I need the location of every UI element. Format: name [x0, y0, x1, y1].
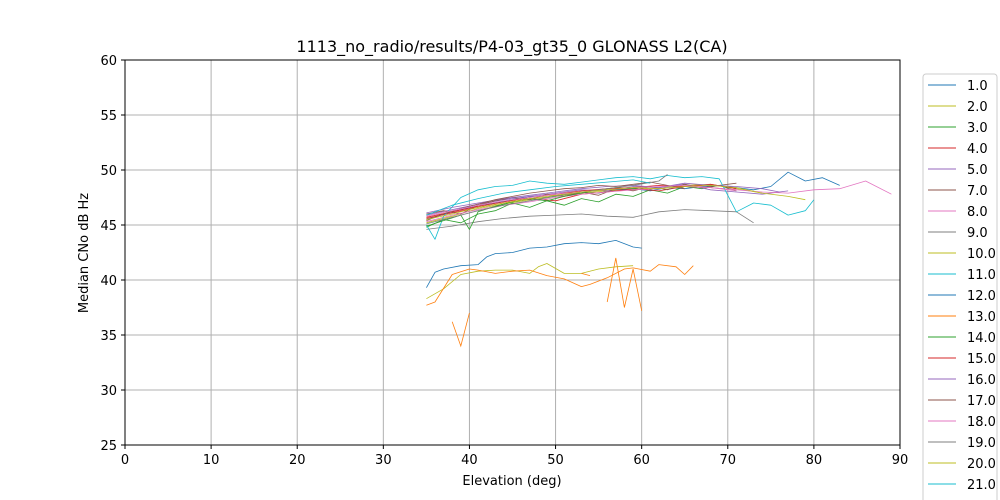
legend-label: 16.0	[967, 373, 996, 388]
legend-label: 5.0	[967, 163, 988, 178]
legend-label: 15.0	[967, 352, 996, 367]
series-line-9-0	[426, 209, 754, 230]
series-line-20-0	[426, 184, 806, 220]
x-axis-label: Elevation (deg)	[462, 474, 561, 489]
legend-label: 20.0	[967, 457, 996, 472]
x-tick-label: 60	[633, 453, 650, 468]
series-line-10-0	[426, 263, 634, 300]
series-fragment	[451, 312, 470, 348]
x-tick-label: 40	[461, 453, 478, 468]
x-tick-label: 80	[806, 453, 823, 468]
series-fragment	[581, 273, 591, 276]
plot-frame	[124, 59, 901, 446]
legend-label: 1.0	[967, 79, 988, 94]
y-tick-label: 30	[100, 384, 117, 399]
series-line-12-0	[426, 239, 642, 288]
y-tick-label: 50	[100, 164, 117, 179]
y-tick-label: 25	[100, 439, 117, 454]
y-tick-label: 45	[100, 219, 117, 234]
legend-frame	[922, 73, 998, 500]
series-line-13-0	[426, 264, 694, 306]
legend: 1.0 2.0 3.0 4.0 5.0 7.0 8.0 9.0 10.0 11.0 12.0 13.0…	[922, 73, 998, 500]
y-tick-label: 35	[100, 329, 117, 344]
legend-label: 18.0	[967, 415, 996, 430]
y-tick-label: 40	[100, 274, 117, 289]
legend-label: 21.0	[967, 478, 996, 493]
legend-label: 11.0	[967, 268, 996, 283]
x-tick-label: 20	[289, 453, 306, 468]
x-tick-label: 90	[892, 453, 909, 468]
axis-ticks: 0 10 20 30 40 50 60 70 80 90 25 30 35 40 45 50 55 60	[100, 54, 908, 468]
x-tick-label: 30	[375, 453, 392, 468]
legend-label: 4.0	[967, 142, 988, 157]
series-lines	[426, 171, 892, 348]
legend-label: 7.0	[967, 184, 988, 199]
series-line-11-0	[426, 175, 815, 240]
legend-label: 3.0	[967, 121, 988, 136]
chart-title: 1113_no_radio/results/P4-03_gt35_0 GLONA…	[296, 37, 727, 57]
series-fragment	[606, 257, 643, 311]
legend-label: 14.0	[967, 331, 996, 346]
legend-label: 2.0	[967, 100, 988, 115]
series-line-19-0	[426, 174, 668, 225]
series-line-21-0	[426, 179, 651, 216]
y-axis-label: Median CNo dB Hz	[77, 193, 92, 313]
legend-label: 10.0	[967, 247, 996, 262]
series-line-17-0	[426, 181, 685, 221]
legend-label: 8.0	[967, 205, 988, 220]
y-tick-label: 55	[100, 109, 117, 124]
y-tick-label: 60	[100, 54, 117, 69]
legend-label: 12.0	[967, 289, 996, 304]
legend-label: 19.0	[967, 436, 996, 451]
x-tick-label: 50	[547, 453, 564, 468]
legend-label: 9.0	[967, 226, 988, 241]
x-tick-label: 70	[720, 453, 737, 468]
x-tick-label: 10	[203, 453, 220, 468]
legend-label: 17.0	[967, 394, 996, 409]
x-tick-label: 0	[121, 453, 129, 468]
legend-label: 13.0	[967, 310, 996, 325]
